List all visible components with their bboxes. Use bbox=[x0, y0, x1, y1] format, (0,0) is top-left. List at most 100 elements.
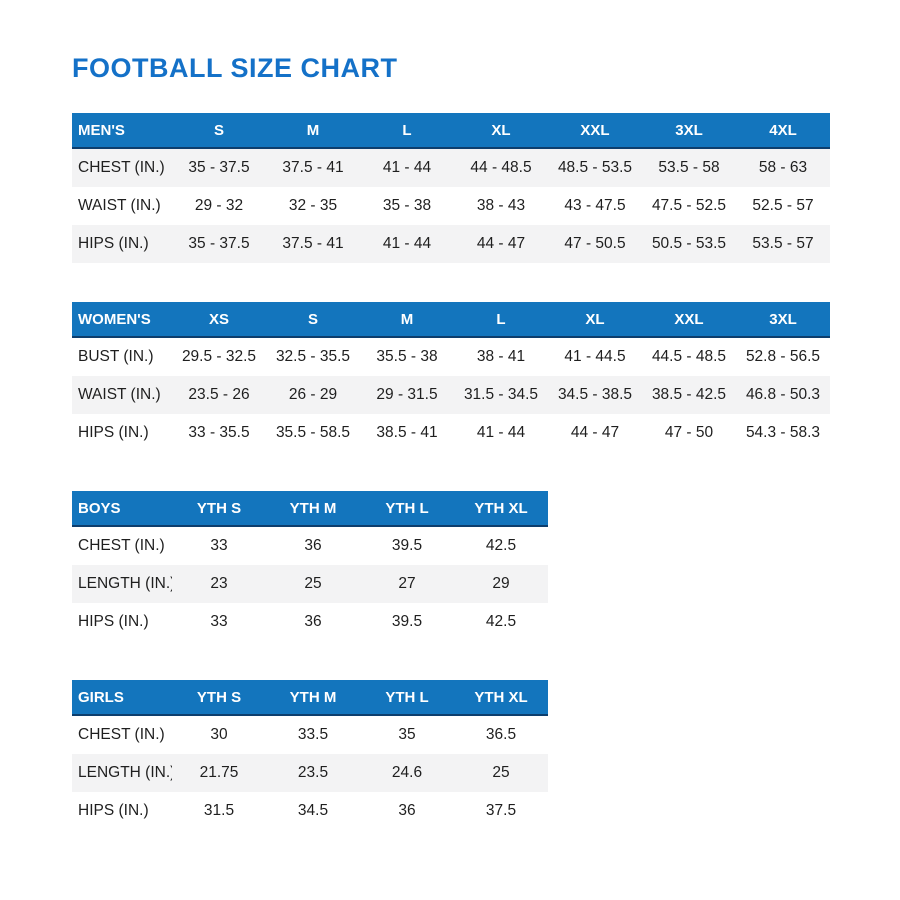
row-label: WAIST (IN.) bbox=[78, 386, 161, 403]
row-label: CHEST (IN.) bbox=[78, 537, 165, 554]
value-cell: 29 - 31.5 bbox=[376, 386, 438, 403]
column-header: L bbox=[402, 121, 412, 139]
table-row: HIPS (IN.) 35 - 37.5 37.5 - 41 41 - 44 44 - … bbox=[72, 225, 830, 263]
column-header: XS bbox=[208, 310, 229, 328]
value-cell: 31.5 bbox=[203, 802, 235, 819]
column-header: YTH M bbox=[289, 499, 337, 517]
column-header: YTH L bbox=[385, 499, 429, 517]
value-cell: 36 bbox=[304, 537, 322, 554]
table-header-row: BOYS YTH S YTH M YTH L YTH XL bbox=[72, 491, 548, 527]
girls-size-table: GIRLS YTH S YTH M YTH L YTH XL CHEST (IN.) 30 3… bbox=[72, 680, 548, 830]
value-cell: 30 bbox=[210, 726, 228, 743]
value-cell: 26 - 29 bbox=[288, 386, 338, 403]
page-title: FOOTBALL SIZE CHART bbox=[72, 53, 398, 83]
value-cell: 29 - 32 bbox=[194, 197, 244, 214]
value-cell: 21.75 bbox=[199, 764, 239, 781]
value-cell: 41 - 44 bbox=[382, 235, 432, 252]
row-label: HIPS (IN.) bbox=[78, 613, 149, 630]
column-header: XL bbox=[491, 121, 511, 139]
row-label: HIPS (IN.) bbox=[78, 235, 149, 252]
table-group-label: BOYS bbox=[78, 499, 121, 517]
value-cell: 58 - 63 bbox=[758, 159, 808, 176]
value-cell: 54.3 - 58.3 bbox=[745, 424, 821, 441]
row-label: WAIST (IN.) bbox=[78, 197, 161, 214]
column-header: M bbox=[400, 310, 414, 328]
row-label: HIPS (IN.) bbox=[78, 424, 149, 441]
table-row: LENGTH (IN.) 21.75 23.5 24.6 25 bbox=[72, 754, 548, 792]
value-cell: 47.5 - 52.5 bbox=[651, 197, 727, 214]
column-header: YTH XL bbox=[474, 499, 528, 517]
column-header: M bbox=[306, 121, 320, 139]
column-header: L bbox=[496, 310, 506, 328]
column-header: YTH S bbox=[196, 688, 242, 706]
value-cell: 38.5 - 42.5 bbox=[651, 386, 727, 403]
column-header: XXL bbox=[580, 121, 610, 139]
value-cell: 41 - 44 bbox=[476, 424, 526, 441]
table-row: WAIST (IN.) 23.5 - 26 26 - 29 29 - 31.5 31.5… bbox=[72, 376, 830, 414]
table-group-label: WOMEN'S bbox=[78, 310, 151, 328]
value-cell: 33 - 35.5 bbox=[188, 424, 250, 441]
column-header: 4XL bbox=[769, 121, 797, 139]
value-cell: 29.5 - 32.5 bbox=[181, 348, 257, 365]
value-cell: 34.5 bbox=[297, 802, 329, 819]
value-cell: 38 - 41 bbox=[476, 348, 526, 365]
table-header-row: GIRLS YTH S YTH M YTH L YTH XL bbox=[72, 680, 548, 716]
table-row: HIPS (IN.) 33 - 35.5 35.5 - 58.5 38.5 - 41 4… bbox=[72, 414, 830, 452]
value-cell: 36.5 bbox=[485, 726, 517, 743]
table-header-row: MEN'S S M L XL XXL 3XL 4XL bbox=[72, 113, 830, 149]
value-cell: 41 - 44 bbox=[382, 159, 432, 176]
row-label: LENGTH (IN.) bbox=[78, 764, 172, 781]
value-cell: 44 - 47 bbox=[476, 235, 526, 252]
table-row: WAIST (IN.) 29 - 32 32 - 35 35 - 38 38 - 43 4… bbox=[72, 187, 830, 225]
value-cell: 31.5 - 34.5 bbox=[463, 386, 539, 403]
table-row: CHEST (IN.) 35 - 37.5 37.5 - 41 41 - 44 44 -… bbox=[72, 149, 830, 187]
value-cell: 38.5 - 41 bbox=[376, 424, 438, 441]
row-label: CHEST (IN.) bbox=[78, 726, 165, 743]
value-cell: 29 bbox=[492, 575, 510, 592]
value-cell: 44.5 - 48.5 bbox=[651, 348, 727, 365]
value-cell: 32 - 35 bbox=[288, 197, 338, 214]
row-label: HIPS (IN.) bbox=[78, 802, 149, 819]
value-cell: 38 - 43 bbox=[476, 197, 526, 214]
value-cell: 23 bbox=[210, 575, 228, 592]
value-cell: 32.5 - 35.5 bbox=[275, 348, 351, 365]
table-row: BUST (IN.) 29.5 - 32.5 32.5 - 35.5 35.5 - 3… bbox=[72, 338, 830, 376]
column-header: YTH XL bbox=[474, 688, 528, 706]
table-row: CHEST (IN.) 30 33.5 35 36.5 bbox=[72, 716, 548, 754]
value-cell: 23.5 bbox=[297, 764, 329, 781]
value-cell: 33 bbox=[210, 537, 228, 554]
value-cell: 53.5 - 57 bbox=[752, 235, 814, 252]
row-label: LENGTH (IN.) bbox=[78, 575, 172, 592]
value-cell: 47 - 50 bbox=[664, 424, 714, 441]
column-header: 3XL bbox=[769, 310, 797, 328]
value-cell: 36 bbox=[398, 802, 416, 819]
value-cell: 34.5 - 38.5 bbox=[557, 386, 633, 403]
value-cell: 33.5 bbox=[297, 726, 329, 743]
table-row: HIPS (IN.) 31.5 34.5 36 37.5 bbox=[72, 792, 548, 830]
row-label: CHEST (IN.) bbox=[78, 159, 165, 176]
value-cell: 24.6 bbox=[391, 764, 423, 781]
value-cell: 35 bbox=[398, 726, 416, 743]
table-header-row: WOMEN'S XS S M L XL XXL 3XL bbox=[72, 302, 830, 338]
value-cell: 47 - 50.5 bbox=[564, 235, 626, 252]
value-cell: 33 bbox=[210, 613, 228, 630]
value-cell: 35 - 37.5 bbox=[188, 235, 250, 252]
value-cell: 44 - 47 bbox=[570, 424, 620, 441]
column-header: YTH M bbox=[289, 688, 337, 706]
value-cell: 52.8 - 56.5 bbox=[745, 348, 821, 365]
value-cell: 42.5 bbox=[485, 613, 517, 630]
column-header: 3XL bbox=[675, 121, 703, 139]
table-group-label: GIRLS bbox=[78, 688, 124, 706]
value-cell: 37.5 - 41 bbox=[282, 235, 344, 252]
value-cell: 43 - 47.5 bbox=[564, 197, 626, 214]
value-cell: 53.5 - 58 bbox=[658, 159, 720, 176]
column-header: XXL bbox=[674, 310, 704, 328]
value-cell: 36 bbox=[304, 613, 322, 630]
column-header: XL bbox=[585, 310, 605, 328]
value-cell: 42.5 bbox=[485, 537, 517, 554]
value-cell: 48.5 - 53.5 bbox=[557, 159, 633, 176]
value-cell: 35 - 38 bbox=[382, 197, 432, 214]
value-cell: 37.5 bbox=[485, 802, 517, 819]
value-cell: 41 - 44.5 bbox=[564, 348, 626, 365]
